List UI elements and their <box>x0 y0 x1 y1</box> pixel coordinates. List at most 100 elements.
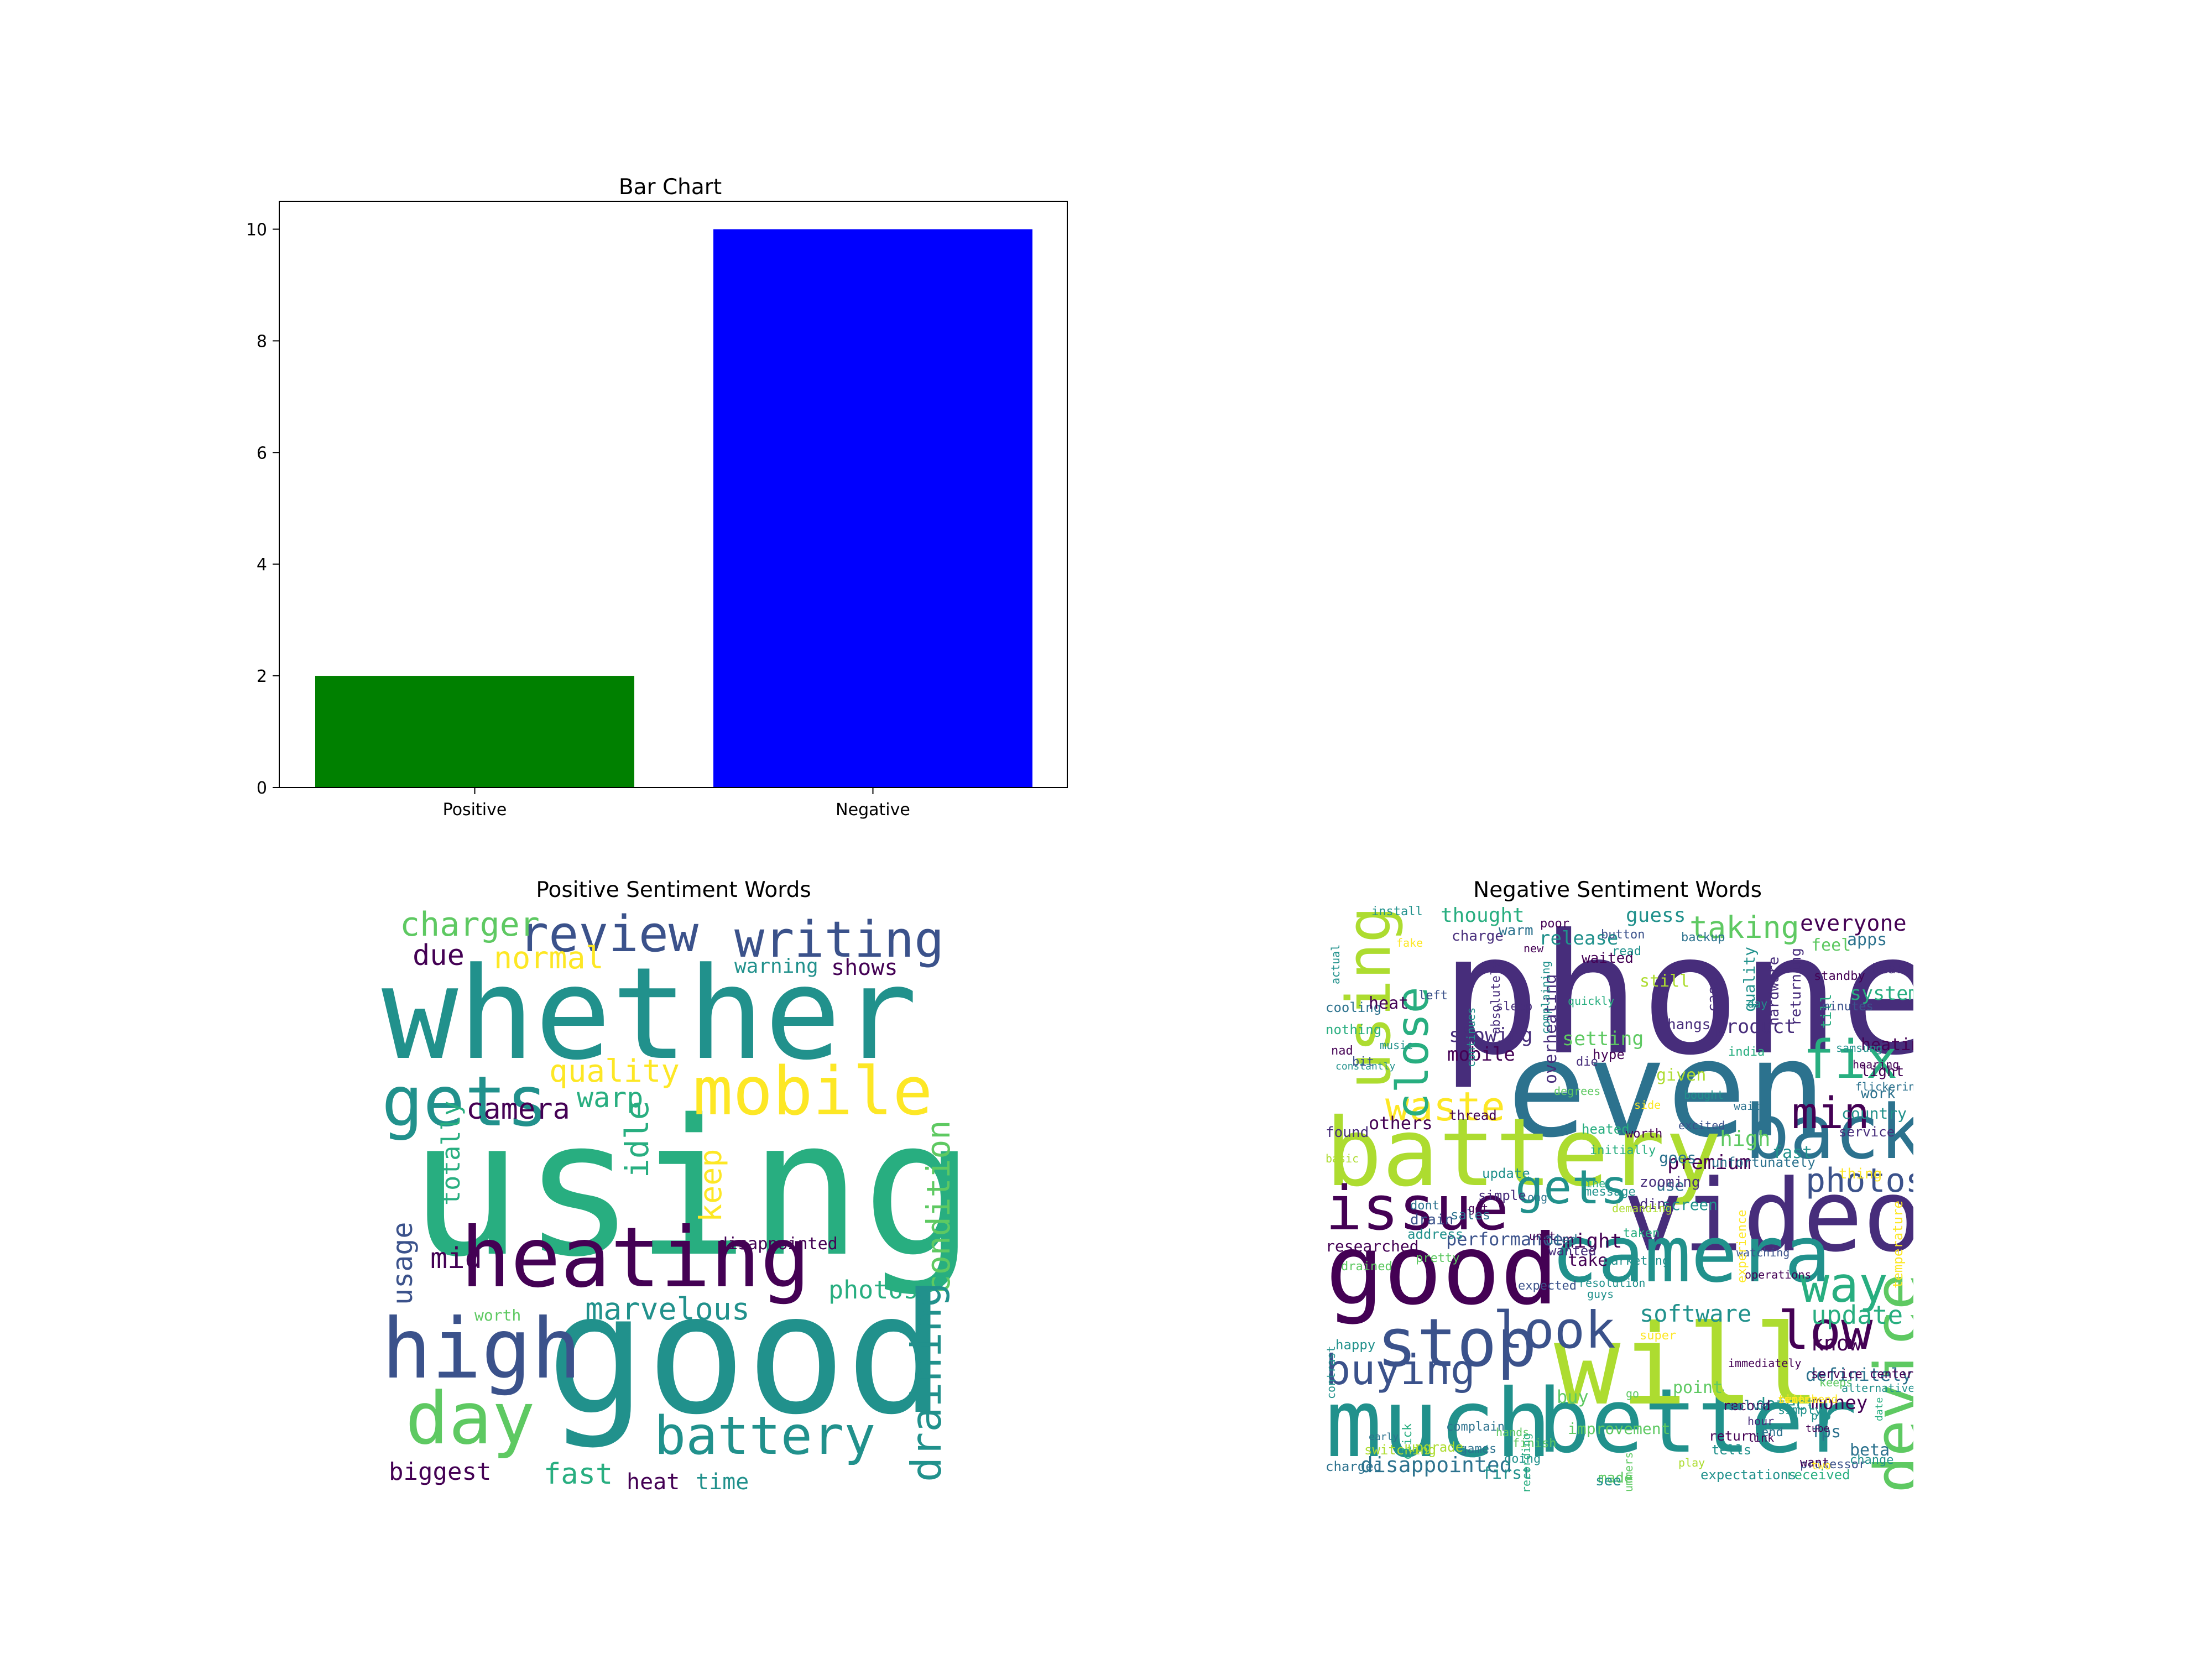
cloud-word: operations <box>1745 1268 1812 1281</box>
cloud-word: poor <box>1540 917 1569 931</box>
cloud-word: stop <box>1377 1305 1537 1382</box>
cloud-word: better <box>1537 1369 1857 1473</box>
cloud-word: cooling <box>1326 1000 1382 1015</box>
cloud-word: read <box>1612 945 1641 958</box>
cloud-word: resolution <box>1579 1276 1646 1290</box>
cloud-word: product <box>1714 1016 1796 1038</box>
cloud-word: minutes <box>1822 1000 1874 1014</box>
cloud-word: waited <box>1582 950 1634 967</box>
cloud-word: long <box>1521 1191 1548 1204</box>
cloud-word: taking <box>1689 910 1799 945</box>
cloud-word: update <box>1482 1166 1530 1181</box>
cloud-word: using <box>409 1079 972 1298</box>
cloud-word: hangs <box>1667 1016 1711 1033</box>
cloud-word: gets <box>382 1062 549 1142</box>
cloud-word: address <box>1407 1227 1464 1242</box>
cloud-word: play <box>1678 1456 1705 1469</box>
cloud-word: expected <box>1518 1279 1577 1293</box>
cloud-word: totally <box>436 1100 466 1206</box>
cloud-word: wanted <box>1548 1243 1597 1259</box>
cloud-word: basic <box>1326 1152 1359 1165</box>
cloud-word: upgrade <box>1407 1439 1464 1455</box>
cloud-word: service <box>1839 1124 1895 1140</box>
cloud-word: mid <box>430 1242 482 1275</box>
plot-frame <box>279 201 1068 788</box>
cloud-word: heating <box>461 1210 811 1306</box>
cloud-word: quality <box>549 1053 680 1089</box>
cloud-word: temperature <box>1890 1201 1906 1288</box>
cloud-word: samsung <box>1836 1041 1883 1055</box>
cloud-word: simply <box>1778 1404 1822 1417</box>
cloud-word: feel <box>1811 936 1851 955</box>
cloud-word: point <box>1673 1378 1723 1397</box>
cloud-word: hearing <box>1853 1058 1900 1071</box>
y-tick-label: 8 <box>257 332 267 351</box>
cloud-word: biggest <box>389 1458 492 1486</box>
cloud-word: finish <box>1512 1437 1557 1451</box>
cloud-word: processor <box>1800 1458 1866 1472</box>
cloud-word: keeps <box>1819 1376 1853 1389</box>
cloud-word: photos <box>1806 1161 1913 1200</box>
cloud-word: switching <box>1364 1442 1437 1458</box>
cloud-word: thing <box>1839 1166 1882 1182</box>
bar-negative <box>713 229 1032 787</box>
positive-wordcloud-title: Positive Sentiment Words <box>536 878 811 902</box>
cloud-word: constantly <box>1335 1061 1396 1072</box>
cloud-word: flickering <box>1855 1080 1913 1093</box>
cloud-word: money <box>1811 1392 1868 1414</box>
cloud-word: die <box>1576 1055 1598 1069</box>
cloud-word: found <box>1326 1124 1369 1141</box>
cloud-word: gets <box>1515 1160 1629 1215</box>
positive-wordcloud: using good whether heating high mobile gets day… <box>375 901 972 1493</box>
cloud-word: switch <box>1778 1392 1818 1406</box>
cloud-word: heated <box>1582 1121 1630 1137</box>
cloud-word: low <box>1778 1301 1873 1361</box>
cloud-word: want <box>1800 1456 1829 1470</box>
cloud-word: actual <box>1329 944 1342 984</box>
cloud-word: system <box>1850 983 1913 1005</box>
cloud-word: mobile <box>693 1053 933 1130</box>
cloud-word: fake <box>1396 936 1423 950</box>
cloud-word: received <box>1786 1467 1850 1483</box>
cloud-word: others <box>1369 1113 1433 1134</box>
cloud-word: good <box>546 1258 946 1451</box>
cloud-word: min <box>1792 1089 1870 1139</box>
cloud-word: shows <box>831 955 898 980</box>
cloud-word: immediately <box>1728 1357 1802 1370</box>
bar-positive <box>315 676 634 787</box>
cloud-word: worth <box>474 1306 521 1324</box>
cloud-word: mobile <box>1447 1044 1515 1066</box>
cloud-word: super <box>1640 1329 1677 1343</box>
cloud-word: fix <box>1803 1030 1898 1091</box>
cloud-word: worth <box>1626 1127 1663 1141</box>
cloud-word: know <box>1811 1331 1862 1355</box>
cloud-word: unfortunately <box>1712 1155 1815 1170</box>
cloud-word: sales <box>1451 1207 1491 1223</box>
cloud-word: goes <box>1659 1149 1697 1167</box>
cloud-word: record <box>1723 1398 1771 1413</box>
cloud-word: software <box>1640 1300 1752 1327</box>
cloud-word: camera <box>1551 1210 1831 1300</box>
cloud-word: left <box>1418 989 1448 1003</box>
cloud-word: hands <box>1496 1426 1530 1439</box>
cloud-word: solve <box>1728 1398 1768 1413</box>
cloud-word: defect <box>1756 1395 1816 1414</box>
cloud-word: date <box>1874 1397 1885 1421</box>
cloud-word: heat <box>1369 994 1409 1013</box>
cloud-word: battery <box>654 1406 876 1467</box>
cloud-word: button <box>1601 928 1645 942</box>
cloud-word: fast <box>544 1458 613 1491</box>
cloud-word: games <box>1460 1442 1497 1456</box>
cloud-word: music <box>1380 1039 1413 1052</box>
cloud-word: message <box>1584 1185 1636 1199</box>
cloud-word: nothing <box>1326 1022 1382 1037</box>
cloud-word: draining <box>902 1282 951 1482</box>
cloud-word: keep <box>693 1149 728 1222</box>
cloud-word: disappointed <box>718 1234 838 1254</box>
cloud-word: died <box>1546 1232 1578 1248</box>
cloud-word: light <box>1861 1063 1905 1080</box>
cloud-word: drain <box>1410 1212 1454 1228</box>
cloud-word: whether <box>382 941 918 1088</box>
